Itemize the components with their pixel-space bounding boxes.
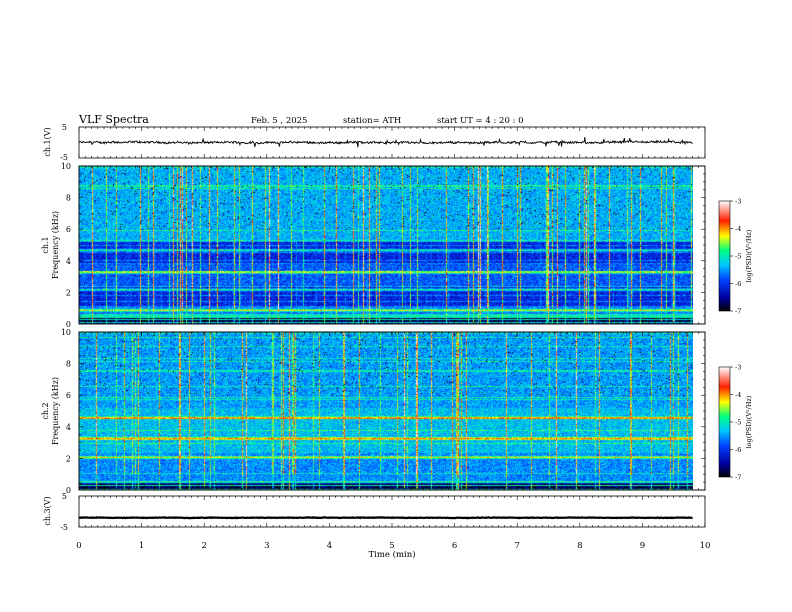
ch2-colorbar-label: log(PSD)(V²/Hz) xyxy=(745,395,753,448)
ch1-frequency-tick-labels: 0 2 4 6 8 10 xyxy=(61,162,71,329)
ch1-colorbar: -3 -4 -5 -6 -7 log(PSD)(V²/Hz) xyxy=(718,198,753,316)
time-axis-tick-label: 0 xyxy=(76,541,81,551)
time-axis-tick-label: 4 xyxy=(327,541,332,551)
date-label: Feb. 5 , 2025 xyxy=(251,116,307,126)
ch1-spectrogram-ticks xyxy=(78,165,706,325)
ch2-colorbar-ticks: -3 -4 -5 -6 -7 xyxy=(730,364,741,482)
ch2-colorbar-tick-label: -7 xyxy=(735,474,741,482)
ch2-colorbar-tick-label: -4 xyxy=(735,391,741,399)
ch1-colorbar-tick-label: -4 xyxy=(735,225,741,233)
time-axis-tick-label: 7 xyxy=(514,541,519,551)
ch1-voltage-ticks xyxy=(78,127,706,158)
ch1-spectrogram-ytick-label: 6 xyxy=(66,225,71,234)
ch2-colorbar-tick-label: -3 xyxy=(735,364,741,372)
start-ut-label: start UT = 4 : 20 : 0 xyxy=(437,116,524,126)
ch1-voltage-trace xyxy=(78,137,693,148)
ch1-ytick-top: 5 xyxy=(62,123,67,132)
ch2-colorbar-tick-label: -5 xyxy=(735,419,741,427)
time-axis-tick-label: 2 xyxy=(201,541,206,551)
ch1-ytick-bottom: -5 xyxy=(60,153,68,162)
ch2-frequency-tick-labels: 0 2 4 6 8 10 xyxy=(61,328,71,495)
ch1-colorbar-tick-label: -7 xyxy=(735,308,741,316)
ch1-spectrogram-ytick-label: 10 xyxy=(61,162,71,171)
ch2-colorbar: -3 -4 -5 -6 -7 log(PSD)(V²/Hz) xyxy=(718,364,753,482)
time-axis-tick-label: 3 xyxy=(264,541,269,551)
ch2-spectrogram-ytick-label: 4 xyxy=(66,423,71,432)
ch3-voltage-ticks xyxy=(78,496,706,527)
time-axis-tick-labels: 0 1 2 3 4 5 6 7 8 9 10 xyxy=(76,541,710,551)
ch2-spectrogram-ytick-label: 6 xyxy=(66,391,71,400)
ch2-frequency-ylabel-line2: Frequency (kHz) xyxy=(51,377,60,445)
ch1-frequency-ylabel-line2: Frequency (kHz) xyxy=(51,211,60,279)
ch1-frequency-ylabel-line1: ch.1 xyxy=(41,236,50,253)
ch1-colorbar-tick-label: -6 xyxy=(735,280,741,288)
ch2-spectrogram-image xyxy=(79,332,693,490)
ch2-spectrogram-ticks xyxy=(78,331,706,491)
ch2-spectrogram-panel: 0 2 4 6 8 10 ch.2 Frequency (kHz) xyxy=(41,328,706,495)
ch3-ytick-top: 5 xyxy=(62,492,67,501)
ch1-voltage-panel: 5 -5 ch.1(V) xyxy=(43,123,706,162)
ch1-colorbar-tick-label: -3 xyxy=(735,198,741,206)
time-axis-tick-label: 6 xyxy=(452,541,457,551)
ch1-colorbar-label: log(PSD)(V²/Hz) xyxy=(745,229,753,282)
ch1-spectrogram-image xyxy=(79,166,693,324)
ch1-voltage-ylabel: ch.1(V) xyxy=(43,127,52,156)
ch1-spectrogram-panel: 0 2 4 6 8 10 ch.1 Frequency (kHz) xyxy=(41,162,706,329)
time-axis-label: Time (min) xyxy=(368,549,415,560)
ch1-spectrogram-ytick-label: 8 xyxy=(66,194,71,203)
ch2-spectrogram-ytick-label: 8 xyxy=(66,360,71,369)
ch2-spectrogram-ytick-label: 10 xyxy=(61,328,71,337)
ch3-ytick-bottom: -5 xyxy=(60,523,68,532)
time-axis-tick-label: 8 xyxy=(577,541,582,551)
time-axis-tick-label: 9 xyxy=(640,541,645,551)
ch1-colorbar-ticks: -3 -4 -5 -6 -7 xyxy=(730,198,741,316)
time-axis-tick-label: 10 xyxy=(700,541,711,551)
ch2-spectrogram-ytick-label: 2 xyxy=(66,454,71,463)
ch3-voltage-ylabel: ch.3(V) xyxy=(43,496,52,525)
time-axis-tick-label: 1 xyxy=(139,541,144,551)
ch1-colorbar-gradient xyxy=(718,200,731,312)
ch2-spectrogram-ytick-label: 0 xyxy=(66,486,71,495)
time-axis-tick-label: 5 xyxy=(389,541,394,551)
ch3-voltage-trace xyxy=(78,516,693,520)
ch2-colorbar-gradient xyxy=(718,366,731,478)
figure-title: VLF Spectra xyxy=(78,113,149,126)
ch3-voltage-panel: 5 -5 ch.3(V) xyxy=(43,492,706,532)
station-label: station= ATH xyxy=(343,116,401,126)
ch1-spectrogram-ytick-label: 0 xyxy=(66,320,71,329)
ch1-colorbar-tick-label: -5 xyxy=(735,253,741,261)
ch2-colorbar-tick-label: -6 xyxy=(735,446,741,454)
ch2-frequency-ylabel-line1: ch.2 xyxy=(41,402,50,419)
ch1-spectrogram-ytick-label: 2 xyxy=(66,288,71,297)
ch3-voltage-frame xyxy=(78,495,706,528)
ch1-spectrogram-ytick-label: 4 xyxy=(66,257,71,266)
